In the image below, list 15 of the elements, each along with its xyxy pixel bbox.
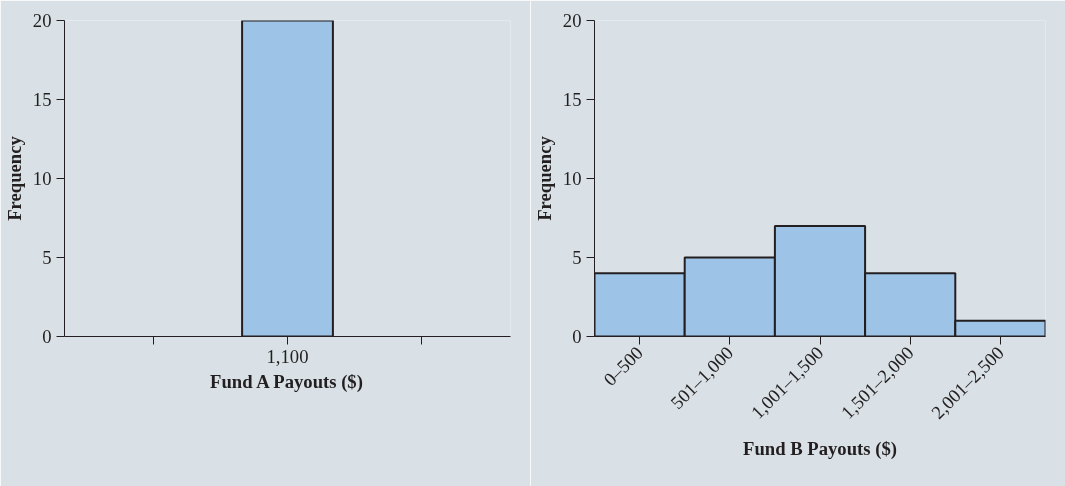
y-tick-label: 20 <box>562 10 582 31</box>
y-tick-label: 15 <box>562 89 582 110</box>
y-tick-label: 0 <box>572 326 582 347</box>
y-tick-label: 10 <box>562 168 582 189</box>
y-tick-label: 5 <box>572 247 582 268</box>
y-tick-label: 0 <box>42 326 52 347</box>
y-tick-label: 5 <box>42 247 52 268</box>
x-axis-title: Fund B Payouts ($) <box>743 438 897 461</box>
y-axis-title: Frequency <box>533 135 555 221</box>
x-axis-title: Fund A Payouts ($) <box>210 370 363 393</box>
y-tick-label: 20 <box>32 10 52 31</box>
y-tick-label: 15 <box>32 89 52 110</box>
y-tick-label: 10 <box>32 168 52 189</box>
x-tick-label: 1,100 <box>266 345 309 367</box>
y-axis-title: Frequency <box>3 135 25 221</box>
